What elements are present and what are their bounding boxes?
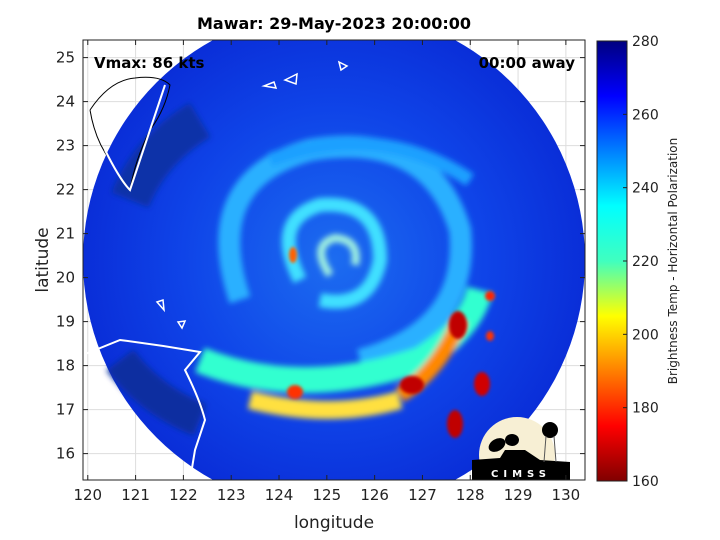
x-tick-label: 128 [456, 486, 485, 504]
y-tick-label: 25 [56, 49, 75, 67]
logo-text: CIMSS [491, 469, 551, 480]
colorbar-tick-label: 180 [632, 401, 659, 417]
colorbar-tick-label: 240 [632, 181, 659, 197]
chart-title: Mawar: 29-May-2023 20:00:00 [197, 14, 471, 33]
y-tick-label: 24 [56, 93, 75, 111]
x-tick-label: 122 [169, 486, 198, 504]
x-tick-label: 126 [360, 486, 389, 504]
x-axis: 120 121 122 123 124 125 126 127 128 129 130 [73, 40, 580, 504]
plot-frame [82, 39, 586, 481]
y-tick-label: 17 [56, 401, 75, 419]
colorbar-ticks: 160 180 200 220 240 260 280 [623, 34, 659, 490]
x-tick-label: 121 [121, 486, 150, 504]
colorbar-tick-label: 200 [632, 327, 659, 343]
x-tick-label: 124 [265, 486, 294, 504]
colorbar-tick-label: 160 [632, 474, 659, 490]
y-tick-label: 18 [56, 357, 75, 375]
y-tick-label: 19 [56, 313, 75, 331]
time-away-annotation: 00:00 away [479, 54, 576, 72]
x-tick-label: 129 [504, 486, 533, 504]
vmax-annotation: Vmax: 86 kts [94, 54, 204, 72]
y-tick-label: 16 [56, 445, 75, 463]
colorbar-tick-label: 260 [632, 107, 659, 123]
y-axis: 16 17 18 19 20 21 22 23 24 25 [56, 49, 585, 463]
x-axis-label: longitude [294, 513, 374, 533]
y-tick-label: 23 [56, 137, 75, 155]
y-axis-label: latitude [33, 227, 53, 292]
y-tick-label: 21 [56, 225, 75, 243]
convective-cores [287, 247, 495, 438]
colorbar-label: Brightness Temp - Horizontal Polarizatio… [666, 138, 680, 385]
colorbar [596, 40, 628, 482]
cimss-logo: CIMSS [472, 417, 570, 480]
x-tick-label: 123 [217, 486, 246, 504]
x-tick-label: 120 [73, 486, 102, 504]
coastlines [83, 60, 349, 480]
x-tick-label: 127 [408, 486, 437, 504]
y-tick-label: 22 [56, 181, 75, 199]
x-tick-label: 125 [313, 486, 342, 504]
x-tick-label: 130 [552, 486, 581, 504]
y-tick-label: 20 [56, 269, 75, 287]
colorbar-tick-label: 280 [632, 34, 659, 50]
colorbar-tick-label: 220 [632, 254, 659, 270]
